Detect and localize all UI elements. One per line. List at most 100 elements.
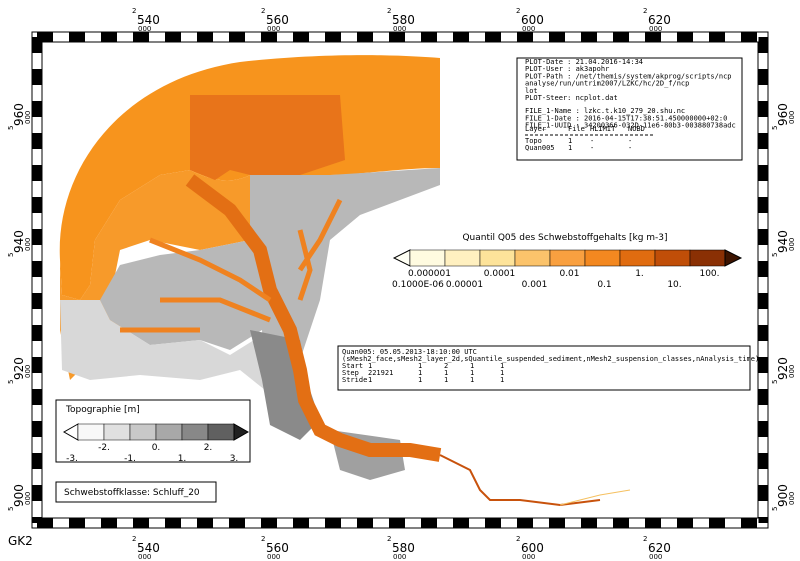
info-line: PLOT-User : ak3apohr	[525, 65, 609, 73]
colorbar-segment	[514, 249, 551, 267]
colorbar-segment	[549, 249, 586, 267]
topo-label: 2.	[204, 443, 213, 453]
x-axis-suffix: 000	[649, 25, 662, 33]
time-cell: 1	[444, 376, 448, 384]
y-axis-prefix: 5	[7, 253, 15, 257]
info-line: PLOT-Date : 21.04.2016-14:34	[525, 58, 643, 66]
y-axis-prefix: 5	[771, 380, 779, 384]
y-axis-suffix: 000	[788, 238, 796, 251]
time-line: Quan005: 05.05.2013-18:10:00 UTC	[342, 348, 477, 356]
quantile-label: 0.01	[559, 269, 579, 279]
y-axis-suffix: 000	[788, 365, 796, 378]
topo-label: -1.	[124, 454, 136, 464]
time-cell: 1	[500, 376, 504, 384]
colorbar-arrow	[724, 249, 743, 267]
layer-cell: Quan005	[525, 144, 555, 152]
time-cell: Step	[342, 369, 359, 377]
time-cell: 1	[500, 362, 504, 370]
quantile-label: 0.1	[597, 280, 611, 290]
layer-header: NOBD	[628, 125, 645, 133]
y-axis-label: 920	[12, 357, 26, 380]
quantile-label: 1.	[635, 269, 644, 279]
quantile-label: 0.001	[522, 280, 548, 290]
x-axis-label: 560	[266, 541, 289, 555]
crs-label: GK2	[8, 534, 33, 548]
x-axis-suffix: 000	[649, 553, 662, 561]
colorbar-segment	[77, 423, 105, 441]
y-axis-label: 960	[776, 103, 790, 126]
x-axis-prefix: 2	[387, 535, 391, 543]
colorbar-arrow	[233, 423, 250, 441]
y-axis-prefix: 5	[7, 507, 15, 511]
topo-label: 0.	[152, 443, 161, 453]
colorbar-segment	[689, 249, 726, 267]
x-axis-prefix: 2	[261, 7, 265, 15]
y-axis-label: 940	[12, 230, 26, 253]
info-line: analyse/run/untrim2007/LZKC/hc/2D_f/ncp	[525, 80, 689, 88]
info-line: lot	[525, 87, 538, 95]
x-axis-prefix: 2	[516, 7, 520, 15]
topo-label: 3.	[230, 454, 239, 464]
time-cell: Start	[342, 362, 363, 370]
x-axis-label: 580	[392, 13, 415, 27]
time-cell: 1	[418, 369, 422, 377]
quantile-label: 0.00001	[446, 280, 483, 290]
x-axis-prefix: 2	[132, 7, 136, 15]
x-axis-prefix: 2	[643, 7, 647, 15]
x-axis-suffix: 000	[138, 25, 151, 33]
x-axis-label: 580	[392, 541, 415, 555]
colorbar-segment	[479, 249, 516, 267]
y-axis-suffix: 000	[24, 492, 32, 505]
topo-label: -2.	[98, 443, 110, 453]
time-cell: 1	[444, 369, 448, 377]
x-axis-suffix: 000	[138, 553, 151, 561]
time-cell: 1	[470, 376, 474, 384]
class-box	[55, 481, 217, 503]
info-line: FILE_1-Name : lzkc.t.k10_279_20.shu.nc	[525, 107, 685, 115]
frame-checker	[32, 32, 768, 528]
x-axis-suffix: 000	[393, 553, 406, 561]
side-channels	[120, 198, 343, 333]
info-line: FILE_1-Date : 2016-04-15T17:38:51.450000…	[525, 114, 727, 122]
x-axis-prefix: 2	[132, 535, 136, 543]
layer-cell: -	[628, 137, 632, 145]
topo-legend-title: Topographie [m]	[65, 405, 140, 415]
sediment-core	[190, 95, 345, 180]
quantile-label: 0.1000E-06	[392, 280, 444, 290]
time-cell: Stride	[342, 376, 367, 384]
layer-header: File	[568, 125, 585, 133]
y-axis-prefix: 5	[771, 126, 779, 130]
time-cell: 1	[500, 369, 504, 377]
x-axis-prefix: 2	[387, 7, 391, 15]
y-axis-suffix: 000	[24, 238, 32, 251]
x-axis-suffix: 000	[522, 553, 535, 561]
colorbar-segment	[155, 423, 183, 441]
y-axis-label: 900	[12, 484, 26, 507]
river-tributary	[559, 489, 631, 506]
x-axis-label: 560	[266, 13, 289, 27]
y-axis-prefix: 5	[771, 507, 779, 511]
quantile-label: 0.000001	[408, 269, 451, 279]
x-axis-label: 600	[521, 541, 544, 555]
colorbar-segment	[129, 423, 157, 441]
y-axis-suffix: 000	[24, 365, 32, 378]
y-axis-prefix: 5	[771, 253, 779, 257]
y-axis-label: 960	[12, 103, 26, 126]
sediment-area	[59, 55, 441, 301]
time-cell: 1	[368, 376, 372, 384]
x-axis-label: 540	[137, 541, 160, 555]
quantile-legend-title: Quantil Q05 des Schwebstoffgehalts [kg m…	[462, 233, 667, 243]
time-line: (sMesh2_face,sMesh2_layer_2d,sQuantile_s…	[342, 355, 759, 363]
colorbar-segment	[444, 249, 481, 267]
colorbar-segment	[103, 423, 131, 441]
x-axis-label: 620	[648, 541, 671, 555]
y-axis-suffix: 000	[788, 492, 796, 505]
